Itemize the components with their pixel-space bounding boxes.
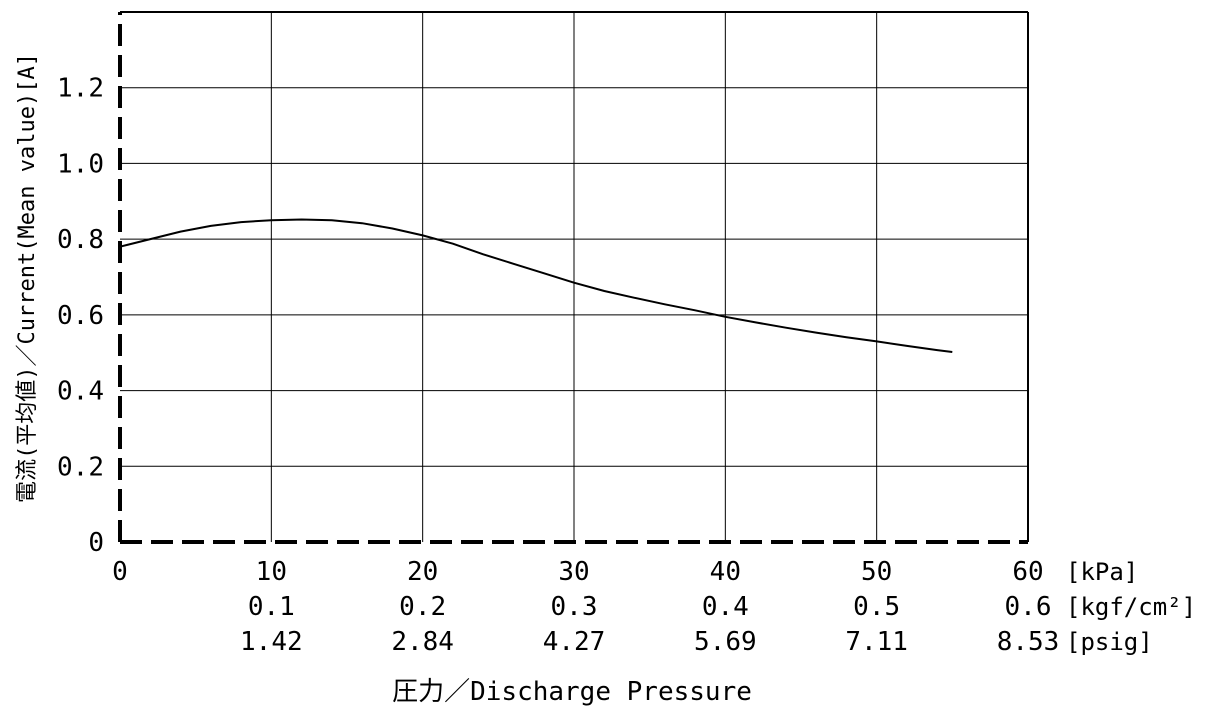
x-tick-label: 10 [256, 557, 287, 587]
x-tick-labels: 0 10 0.1 1.42 20 0.2 2.84 30 0.3 4.27 40 0.4 5.69 50 0… [112, 557, 1059, 657]
x-tick-label: 0.6 [1005, 592, 1052, 622]
x-tick-label: 4.27 [543, 627, 606, 657]
x-tick-label: 2.84 [391, 627, 454, 657]
x-tick-label: 0.2 [399, 592, 446, 622]
x-tick-label: 40 [710, 557, 741, 587]
y-tick-labels: 0 0.2 0.4 0.6 0.8 1.0 1.2 [57, 74, 104, 558]
x-unit-labels: [kPa] [kgf/cm²] [psig] [1066, 558, 1196, 656]
x-axis-label: 圧力／Discharge Pressure [392, 677, 752, 706]
y-tick-label: 0.6 [57, 301, 104, 331]
series-group [119, 218, 953, 353]
x-tick-label: 5.69 [694, 627, 757, 657]
y-tick-label: 1.0 [57, 149, 104, 179]
y-tick-label: 0.4 [57, 377, 104, 407]
x-tick-label: 1.42 [240, 627, 303, 657]
x-tick-label: 8.53 [997, 627, 1060, 657]
x-tick-label: 0.1 [248, 592, 295, 622]
x-tick-label: 0.3 [551, 592, 598, 622]
x-tick-label: 60 [1012, 557, 1043, 587]
y-tick-label: 0 [88, 528, 104, 558]
x-tick-label: 30 [558, 557, 589, 587]
x-tick-label: 0 [112, 557, 128, 587]
plot-frame [118, 11, 1029, 544]
series-line [119, 218, 953, 353]
y-tick-label: 0.2 [57, 452, 104, 482]
y-tick-label: 1.2 [57, 74, 104, 104]
x-unit-label: [psig] [1066, 628, 1153, 656]
x-unit-label: [kgf/cm²] [1066, 593, 1196, 621]
y-tick-label: 0.8 [57, 225, 104, 255]
grid [120, 12, 1029, 542]
x-unit-label: [kPa] [1066, 558, 1138, 586]
y-axis-label: 電流(平均値)／Current(Mean value)[A] [15, 53, 40, 503]
x-tick-label: 0.5 [853, 592, 900, 622]
x-tick-label: 50 [861, 557, 892, 587]
x-tick-label: 20 [407, 557, 438, 587]
x-tick-label: 0.4 [702, 592, 749, 622]
x-tick-label: 7.11 [845, 627, 908, 657]
